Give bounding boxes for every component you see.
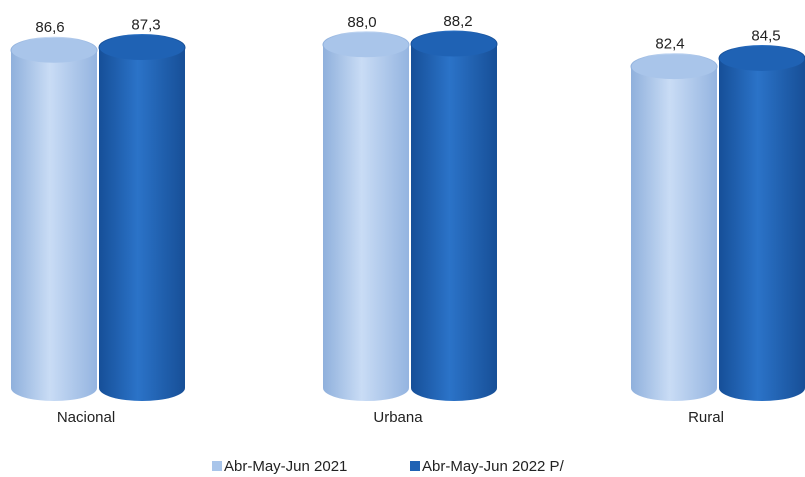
cylinder-top (630, 53, 718, 81)
value-label: 84,5 (751, 27, 780, 44)
value-label: 88,0 (347, 14, 376, 31)
cylinder (411, 44, 497, 402)
value-label: 88,2 (443, 13, 472, 30)
legend-label: Abr-May-Jun 2022 P/ (422, 458, 565, 475)
cylinder (631, 66, 717, 401)
cylinder (99, 47, 185, 401)
value-label: 87,3 (131, 16, 160, 33)
cylinder-top (322, 31, 410, 59)
cylinder (11, 50, 97, 401)
cylinder-top (410, 30, 498, 58)
value-label: 82,4 (655, 36, 684, 53)
value-label: 86,6 (35, 19, 64, 36)
cylinder (323, 44, 409, 402)
legend-label: Abr-May-Jun 2021 (224, 458, 347, 475)
cylinder (719, 58, 805, 401)
legend-swatch (410, 461, 420, 471)
legend-swatch (212, 461, 222, 471)
x-tick-label: Urbana (373, 409, 423, 426)
cylinder-top (718, 44, 805, 72)
cylinder-top (98, 34, 186, 62)
cylinder-top (10, 36, 98, 64)
x-tick-label: Nacional (57, 409, 115, 426)
x-tick-label: Rural (688, 409, 724, 426)
